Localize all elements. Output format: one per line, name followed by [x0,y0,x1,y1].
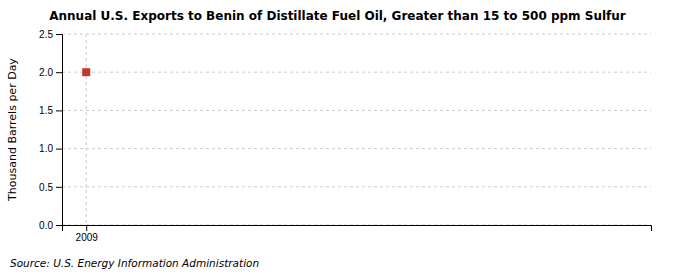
y-tick-mark [56,149,62,150]
y-axis-label: Thousand Barrels per Day [6,58,19,202]
y-axis-line [56,35,63,226]
grid [62,34,651,225]
y-grid-line [62,186,651,187]
plot-area: 2009 0.0 0.5 1.0 1.5 2.0 2.5 [39,29,651,243]
x-tick: 2009 [76,225,99,243]
point [82,68,90,76]
y-tick: 1.0 [39,143,62,154]
y-tick: 0.0 [39,220,62,231]
x-axis: 2009 [63,225,652,243]
x-tick-label: 2009 [76,232,99,243]
y-tick: 2.0 [39,67,62,78]
y-tick-label: 1.5 [39,105,53,116]
y-tick-mark [56,72,62,73]
y-tick: 0.5 [39,182,62,193]
y-grid-line [62,148,651,149]
marks [82,68,90,76]
y-tick-label: 1.0 [39,143,53,154]
y-tick-label: 0.0 [39,220,53,231]
x-tick-mark [86,225,87,231]
y-tick-label: 2.0 [39,67,53,78]
y-grid-line [62,72,651,73]
title: Annual U.S. Exports to Benin of Distilla… [49,9,626,23]
y-grid-line [62,34,651,35]
y-tick-mark [56,110,62,111]
y-tick-label: 0.5 [39,182,53,193]
x-axis-line [63,226,652,232]
y-grid-line [62,110,651,111]
y-tick-label: 2.5 [39,29,53,40]
y-tick: 1.5 [39,105,62,116]
y-tick: 2.5 [39,29,62,40]
y-tick-mark [56,225,62,226]
chart: 2009 0.0 0.5 1.0 1.5 2.0 2.5 Annual U.S. Export… [0,0,675,275]
y-tick-mark [56,187,62,188]
source: Source: U.S. Energy Information Administ… [10,257,259,269]
x-grid-line [86,34,87,225]
y-axis: 0.0 0.5 1.0 1.5 2.0 2.5 [39,29,62,231]
y-tick-mark [56,34,62,35]
